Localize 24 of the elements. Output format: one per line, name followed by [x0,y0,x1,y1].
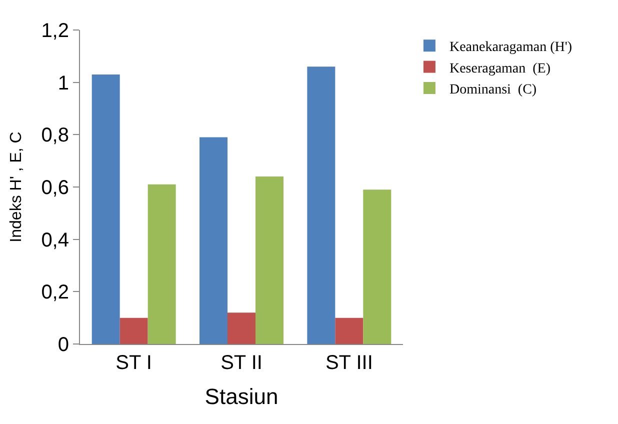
x-tick-label: ST III [325,352,373,374]
y-tick-label: 0,4 [41,229,69,252]
bar [256,176,284,344]
legend-label: Keanekaragaman (H') [449,40,572,56]
y-tick-label: 0,8 [41,124,69,147]
bar [228,312,256,344]
x-tick-label: ST I [116,352,152,374]
bar [120,318,148,344]
bar [200,137,228,344]
x-tick-label: ST II [220,352,262,374]
bar [363,190,392,344]
bar [307,66,336,344]
bar [148,184,176,344]
bar [92,74,120,344]
y-axis-title: Indeks H' , E, C [8,132,26,242]
legend-label: Keseragaman (E) [449,61,551,76]
y-tick-label: 1,2 [41,20,69,42]
y-tick-label: 0,2 [41,282,69,304]
y-tick-label: 0,6 [41,177,69,199]
y-tick-label: 0 [58,334,69,356]
x-axis-title: Stasiun [204,384,278,409]
bar [335,318,364,344]
legend-label: Dominansi (C) [449,82,537,98]
y-tick-label: 1 [58,72,69,94]
